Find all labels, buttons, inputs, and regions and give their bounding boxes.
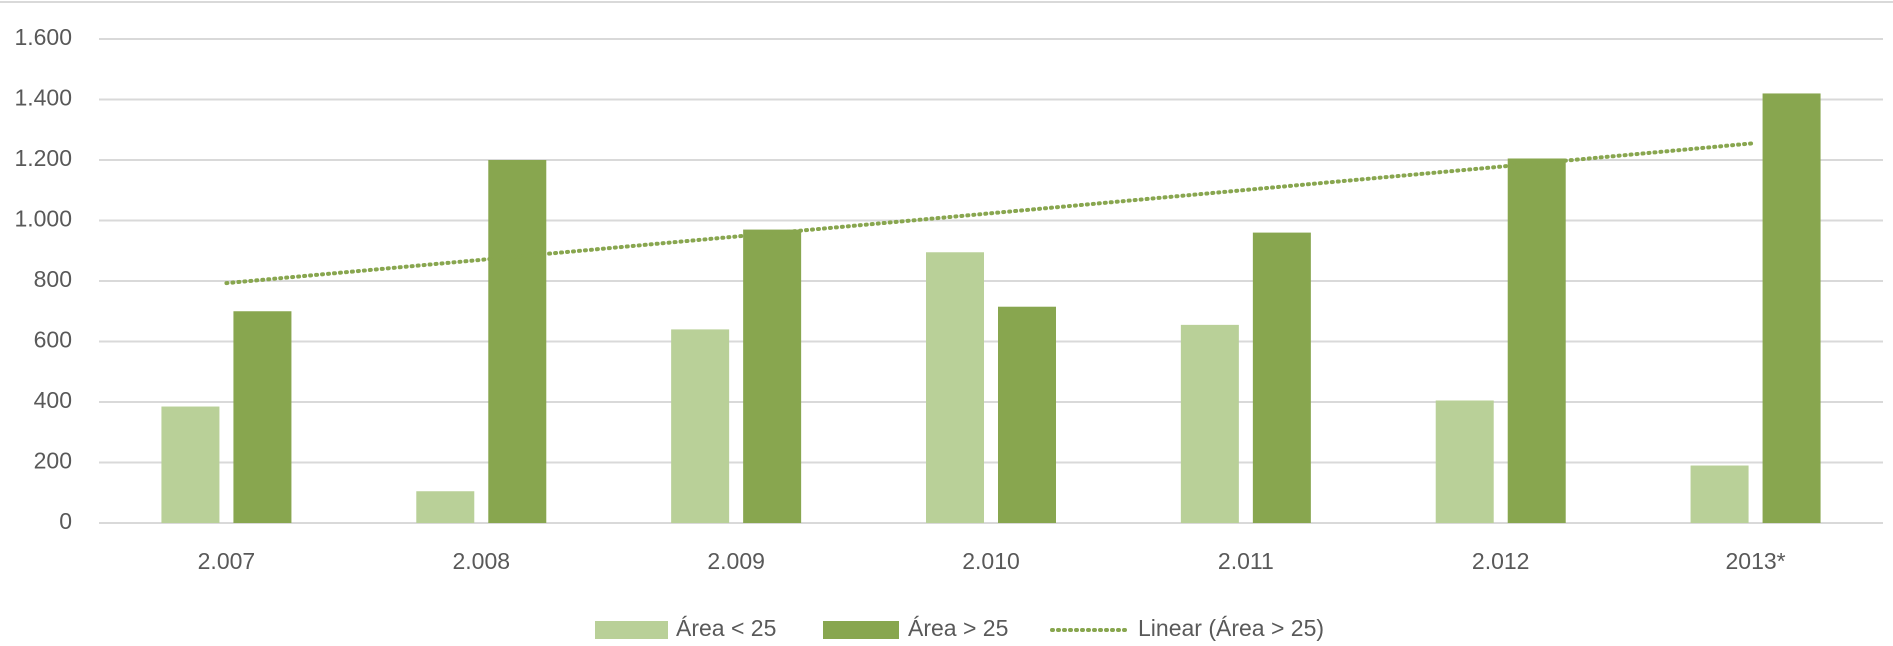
bar	[416, 491, 475, 523]
x-tick-label: 2013*	[1726, 548, 1786, 574]
bar	[1435, 400, 1494, 523]
x-tick-label: 2.010	[962, 548, 1020, 574]
bar	[488, 160, 547, 523]
y-tick-label: 600	[34, 327, 72, 353]
bar	[233, 311, 292, 523]
bar	[926, 252, 984, 523]
x-tick-label: 2.012	[1472, 548, 1530, 574]
legend-swatch	[595, 621, 668, 639]
y-tick-label: 200	[34, 448, 72, 474]
bar	[671, 329, 730, 523]
y-tick-label: 1.400	[14, 85, 72, 111]
bar	[1252, 232, 1311, 523]
x-tick-label: 2.007	[198, 548, 256, 574]
bar	[743, 229, 802, 523]
legend-label: Linear (Área > 25)	[1138, 615, 1324, 641]
bar	[1180, 324, 1239, 523]
bar	[1507, 158, 1566, 524]
y-tick-label: 1.200	[14, 145, 72, 171]
legend-label: Área > 25	[908, 615, 1008, 641]
bar	[1762, 93, 1821, 523]
bar	[998, 306, 1056, 523]
y-tick-label: 0	[59, 508, 72, 534]
legend-swatch	[823, 621, 899, 639]
x-tick-label: 2.008	[453, 548, 511, 574]
bar	[161, 406, 220, 523]
bar	[1690, 465, 1749, 523]
legend-label: Área < 25	[676, 615, 776, 641]
trend-line	[224, 141, 1758, 286]
x-tick-label: 2.011	[1218, 548, 1274, 574]
y-tick-label: 1.600	[14, 24, 72, 50]
y-tick-label: 400	[34, 387, 72, 413]
y-tick-label: 1.000	[14, 206, 72, 232]
y-tick-label: 800	[34, 266, 72, 292]
x-tick-label: 2.009	[707, 548, 765, 574]
